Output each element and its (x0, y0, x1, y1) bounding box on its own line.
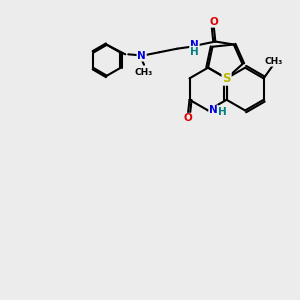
Text: CH₃: CH₃ (135, 68, 153, 77)
Text: H: H (218, 107, 227, 117)
Text: S: S (222, 72, 231, 85)
Text: O: O (184, 113, 192, 124)
Text: N: N (190, 40, 199, 50)
Text: O: O (209, 17, 218, 27)
Text: N: N (137, 51, 146, 61)
Text: N: N (209, 106, 218, 116)
Text: H: H (190, 46, 199, 57)
Text: CH₃: CH₃ (265, 57, 283, 66)
